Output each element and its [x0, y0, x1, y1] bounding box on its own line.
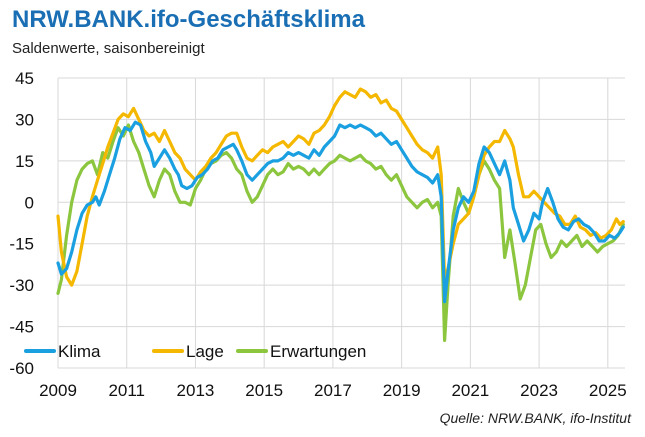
grid-lines — [57, 77, 625, 369]
chart-title: NRW.BANK.ifo-Geschäftsklima — [12, 6, 365, 33]
source-note: Quelle: NRW.BANK, ifo-Institut — [439, 410, 631, 426]
series-line-klima — [56, 120, 625, 304]
chart-subtitle: Saldenwerte, saisonbereinigt — [12, 40, 205, 57]
x-tick-label: 2009 — [39, 381, 77, 400]
x-tick-label: 2019 — [383, 381, 421, 400]
legend-label-klima: Klima — [58, 342, 101, 361]
y-tick-label: 15 — [15, 152, 34, 171]
x-tick-label: 2017 — [314, 381, 352, 400]
y-tick-label: 30 — [15, 110, 34, 129]
y-tick-label: -30 — [9, 276, 34, 295]
x-tick-label: 2023 — [520, 381, 558, 400]
series-lines — [56, 87, 625, 342]
x-tick-label: 2011 — [108, 381, 145, 400]
x-axis-ticks: 2009 2011 2013 2015 2017 2019 2021 2023 2025 — [39, 381, 627, 400]
y-tick-label: -60 — [9, 359, 34, 378]
y-axis-ticks: -60 -45 -30 -15 0 15 30 45 — [9, 69, 34, 378]
x-tick-label: 2021 — [451, 381, 489, 400]
x-tick-label: 2013 — [177, 381, 215, 400]
legend-label-erwartungen: Erwartungen — [270, 342, 366, 361]
y-tick-label: 0 — [25, 193, 34, 212]
x-tick-label: 2025 — [589, 381, 627, 400]
series-line-erwartungen — [56, 123, 625, 342]
x-tick-label: 2015 — [245, 381, 283, 400]
y-tick-label: -15 — [9, 235, 34, 254]
y-tick-label: 45 — [15, 69, 34, 88]
legend: Klima Lage Erwartungen — [24, 342, 366, 361]
legend-label-lage: Lage — [186, 342, 224, 361]
y-tick-label: -45 — [9, 318, 34, 337]
series-line-lage — [56, 87, 625, 287]
